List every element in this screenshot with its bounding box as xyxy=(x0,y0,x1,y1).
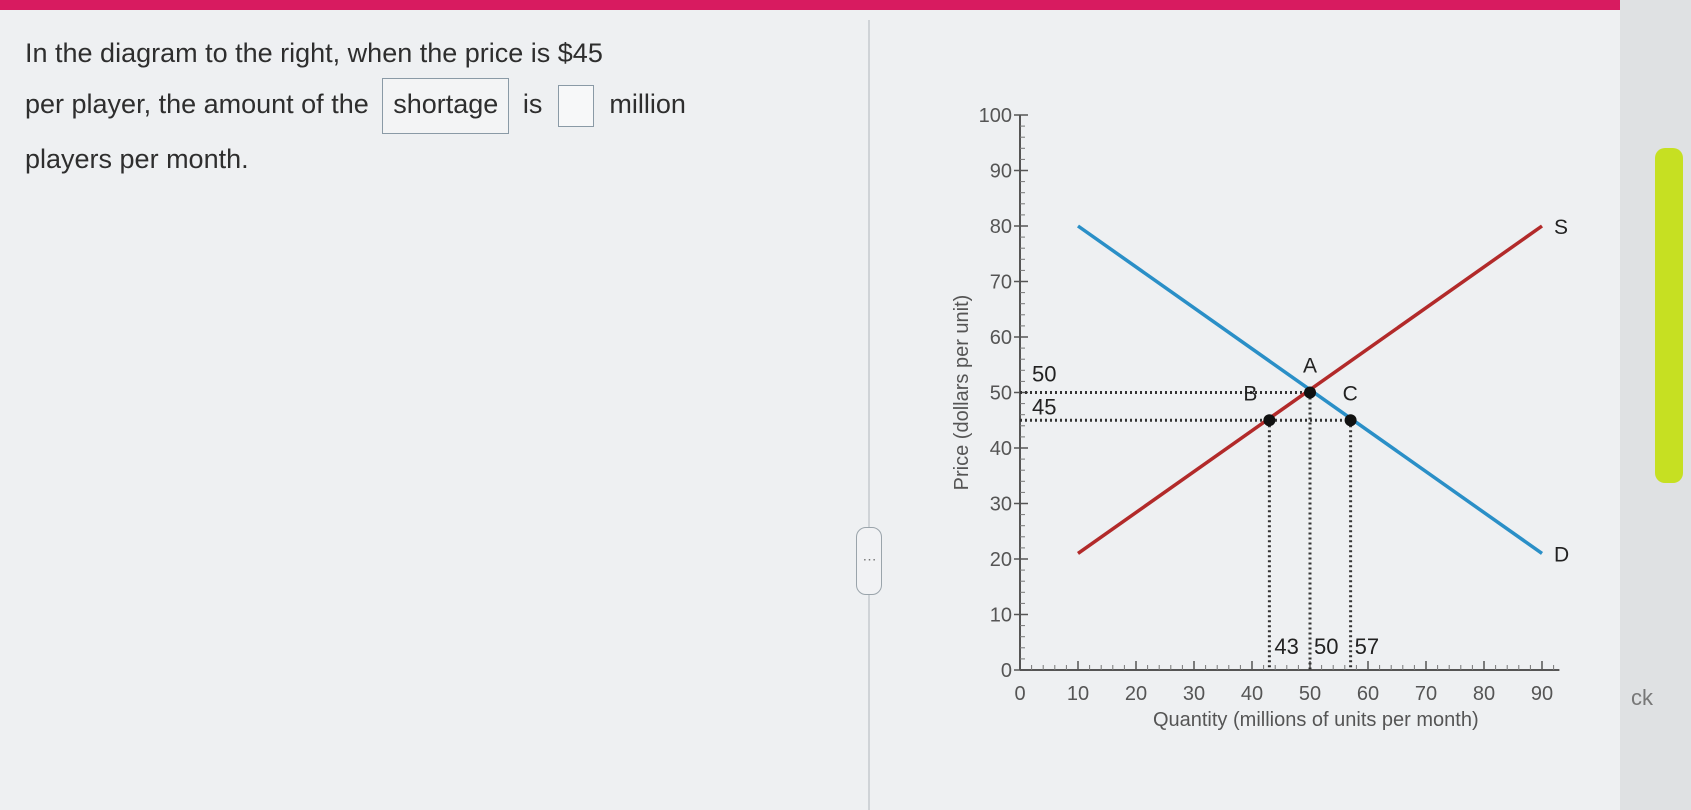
price-annotation-50: 50 xyxy=(1032,362,1056,387)
point-B xyxy=(1263,414,1276,427)
x-tick-label: 50 xyxy=(1299,683,1321,705)
x-tick-label: 60 xyxy=(1357,683,1379,705)
x-tick-label: 20 xyxy=(1125,683,1147,705)
y-tick-label: 100 xyxy=(979,105,1012,127)
y-tick-label: 70 xyxy=(990,272,1012,294)
question-line-3: players per month. xyxy=(25,144,249,174)
y-tick-label: 90 xyxy=(990,161,1012,183)
x-tick-label: 70 xyxy=(1415,683,1437,705)
shortage-surplus-dropdown[interactable]: shortage xyxy=(382,78,510,134)
price-annotation-45: 45 xyxy=(1032,394,1056,419)
y-axis-title: Price (dollars per unit) xyxy=(951,295,973,491)
top-accent-bar xyxy=(0,0,1620,10)
point-A xyxy=(1304,386,1316,399)
y-tick-label: 80 xyxy=(990,216,1012,238)
question-line-2: per player, the amount of the shortage i… xyxy=(25,78,865,134)
y-tick-label: 60 xyxy=(990,327,1012,349)
point-C xyxy=(1344,414,1357,427)
y-tick-label: 0 xyxy=(1001,660,1012,682)
point-label-B: B xyxy=(1243,382,1257,405)
y-tick-label: 30 xyxy=(990,494,1012,516)
x-tick-label: 10 xyxy=(1067,683,1089,705)
y-tick-label: 50 xyxy=(990,383,1012,405)
point-label-C: C xyxy=(1343,382,1358,405)
question-text: In the diagram to the right, when the pr… xyxy=(25,28,865,184)
question-line-1: In the diagram to the right, when the pr… xyxy=(25,38,603,68)
splitter-handle[interactable]: ⋯ xyxy=(856,527,882,595)
question-line-2-suffix: million xyxy=(609,89,686,120)
y-tick-label: 40 xyxy=(990,438,1012,460)
supply-curve-label: S xyxy=(1554,216,1568,239)
side-tab[interactable] xyxy=(1655,148,1683,483)
quantity-annotation-43: 43 xyxy=(1274,634,1298,659)
x-tick-label: 80 xyxy=(1473,683,1495,705)
demand-curve-label: D xyxy=(1554,543,1569,566)
x-tick-label: 40 xyxy=(1241,683,1263,705)
quantity-annotation-57: 57 xyxy=(1355,634,1379,659)
supply-demand-chart: 0 10 20 30 40 50 60 70 80 90 100 0 10 20 30 40 50 60 70 80 9… xyxy=(951,105,1569,731)
y-tick-label: 10 xyxy=(990,605,1012,627)
side-panel-text: ck xyxy=(1631,685,1653,710)
point-label-A: A xyxy=(1303,355,1317,378)
panel-divider xyxy=(868,20,870,810)
x-axis-title: Quantity (millions of units per month) xyxy=(1153,709,1479,731)
question-line-2-prefix: per player, the amount of the xyxy=(25,89,369,120)
x-tick-label: 30 xyxy=(1183,683,1205,705)
main-content xyxy=(0,10,1620,810)
x-tick-label: 0 xyxy=(1014,683,1025,705)
x-tick-label: 90 xyxy=(1531,683,1553,705)
quantity-annotation-50: 50 xyxy=(1314,634,1338,659)
y-tick-label: 20 xyxy=(990,549,1012,571)
answer-input[interactable] xyxy=(557,85,594,127)
question-line-2-mid: is xyxy=(522,89,543,120)
